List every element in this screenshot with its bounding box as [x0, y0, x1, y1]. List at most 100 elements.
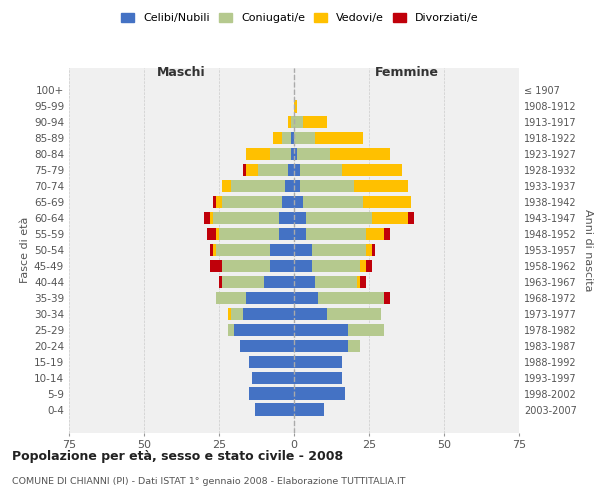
Bar — [294, 196, 303, 208]
Bar — [249, 356, 294, 368]
Bar — [279, 228, 294, 240]
Bar — [384, 228, 390, 240]
Bar — [243, 164, 246, 176]
Bar — [258, 164, 288, 176]
Bar — [327, 308, 381, 320]
Bar — [264, 276, 294, 288]
Legend: Celibi/Nubili, Coniugati/e, Vedovi/e, Divorziati/e: Celibi/Nubili, Coniugati/e, Vedovi/e, Di… — [117, 8, 483, 28]
Bar — [363, 196, 411, 208]
Bar — [330, 148, 390, 160]
Bar — [288, 164, 294, 176]
Bar — [294, 212, 306, 224]
Bar — [273, 132, 282, 144]
Bar — [222, 260, 270, 272]
Bar — [294, 388, 345, 400]
Bar — [216, 244, 270, 256]
Bar — [315, 132, 363, 144]
Bar — [294, 292, 318, 304]
Bar — [366, 228, 384, 240]
Bar — [297, 148, 330, 160]
Bar — [231, 308, 243, 320]
Bar — [216, 292, 246, 304]
Bar — [294, 228, 306, 240]
Bar — [294, 260, 312, 272]
Bar — [294, 164, 300, 176]
Bar — [294, 148, 297, 160]
Bar — [210, 244, 213, 256]
Bar — [372, 212, 408, 224]
Bar — [252, 372, 294, 384]
Bar — [294, 308, 327, 320]
Bar — [408, 212, 414, 224]
Bar — [216, 196, 222, 208]
Bar — [228, 324, 234, 336]
Bar — [294, 100, 297, 112]
Bar — [204, 212, 210, 224]
Bar — [360, 276, 366, 288]
Bar — [219, 276, 222, 288]
Bar — [246, 292, 294, 304]
Bar — [294, 116, 303, 128]
Bar — [372, 244, 375, 256]
Bar — [213, 196, 216, 208]
Bar — [303, 196, 363, 208]
Bar — [216, 228, 219, 240]
Bar — [384, 292, 390, 304]
Y-axis label: Anni di nascita: Anni di nascita — [583, 209, 593, 291]
Text: Popolazione per età, sesso e stato civile - 2008: Popolazione per età, sesso e stato civil… — [12, 450, 343, 463]
Bar — [306, 228, 366, 240]
Bar — [294, 356, 342, 368]
Bar — [222, 196, 282, 208]
Bar — [294, 340, 348, 352]
Bar — [243, 308, 294, 320]
Bar — [246, 164, 258, 176]
Bar — [255, 404, 294, 416]
Bar — [207, 228, 216, 240]
Bar — [279, 212, 294, 224]
Bar — [240, 340, 294, 352]
Bar — [291, 116, 294, 128]
Text: Femmine: Femmine — [374, 66, 439, 79]
Bar — [282, 196, 294, 208]
Bar — [315, 276, 357, 288]
Bar — [213, 212, 279, 224]
Bar — [270, 244, 294, 256]
Bar — [306, 212, 372, 224]
Bar — [285, 180, 294, 192]
Bar — [366, 260, 372, 272]
Bar — [294, 132, 315, 144]
Bar — [342, 164, 402, 176]
Bar — [300, 180, 354, 192]
Bar — [348, 340, 360, 352]
Bar — [270, 148, 291, 160]
Bar — [294, 244, 312, 256]
Bar — [228, 308, 231, 320]
Bar — [354, 180, 408, 192]
Bar — [348, 324, 384, 336]
Bar — [312, 244, 366, 256]
Bar — [300, 164, 342, 176]
Bar — [294, 180, 300, 192]
Text: Maschi: Maschi — [157, 66, 206, 79]
Bar — [222, 180, 231, 192]
Bar — [360, 260, 366, 272]
Bar — [288, 116, 291, 128]
Bar — [294, 276, 315, 288]
Bar — [318, 292, 384, 304]
Bar — [213, 244, 216, 256]
Bar — [294, 404, 324, 416]
Bar — [210, 212, 213, 224]
Bar — [303, 116, 327, 128]
Bar — [312, 260, 360, 272]
Bar — [246, 148, 270, 160]
Bar — [249, 388, 294, 400]
Bar — [366, 244, 372, 256]
Bar — [291, 148, 294, 160]
Bar — [294, 372, 342, 384]
Bar — [294, 324, 348, 336]
Bar — [270, 260, 294, 272]
Y-axis label: Fasce di età: Fasce di età — [20, 217, 30, 283]
Bar — [222, 276, 264, 288]
Bar — [210, 260, 222, 272]
Bar — [291, 132, 294, 144]
